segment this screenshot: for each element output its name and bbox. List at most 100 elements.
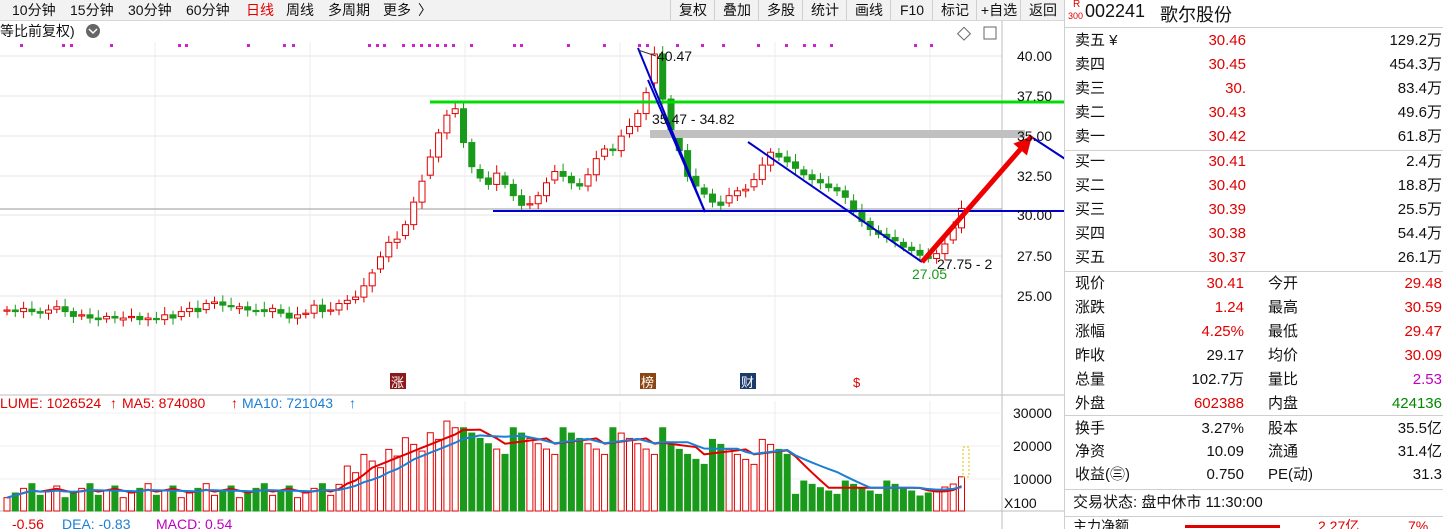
toolbar-button-1[interactable]: 叠加 <box>714 0 759 20</box>
volume-bar <box>136 487 144 512</box>
bid-label-1: 买二 <box>1075 177 1106 194</box>
event-marker-0: 涨 <box>391 375 404 390</box>
volume-bar <box>518 432 526 512</box>
bid-volume-4: 26.1万 <box>1397 249 1442 266</box>
bid-price-3: 30.38 <box>1208 225 1246 242</box>
signal-dot <box>722 44 725 47</box>
signal-dot <box>283 44 286 47</box>
diamond-icon[interactable] <box>956 26 972 41</box>
signal-dot <box>785 44 788 47</box>
volume-bar <box>650 453 658 512</box>
ask-volume-0: 129.2万 <box>1389 32 1442 49</box>
timeframe-5[interactable]: 周线 <box>286 2 314 18</box>
dea-legend: DEA: -0.83 <box>62 516 131 529</box>
toolbar-button-8[interactable]: 返回 <box>1020 0 1065 20</box>
volume-tick-2: 10000 <box>1013 471 1052 487</box>
volume-bar <box>916 495 924 512</box>
candle-body <box>567 175 575 184</box>
fund-value2-2: 31.3 <box>1412 466 1442 483</box>
volume-bar <box>294 497 301 512</box>
toolbar-button-4[interactable]: 画线 <box>846 0 891 20</box>
stat-label2-3: 均价 <box>1268 347 1299 364</box>
toolbar-button-0[interactable]: 复权 <box>670 0 715 20</box>
candle-body <box>617 135 625 152</box>
projection-arrow-1-head <box>1013 136 1032 156</box>
volume-bar <box>327 494 335 512</box>
timeframe-3[interactable]: 60分钟 <box>186 2 230 18</box>
timeframe-6[interactable]: 多周期 <box>328 2 370 18</box>
bid-label-4: 买五 <box>1075 249 1106 266</box>
candle-body <box>343 299 351 305</box>
candle-body <box>169 314 177 319</box>
candle-body <box>227 305 235 308</box>
stat-label2-4: 量比 <box>1268 371 1299 388</box>
volume-bar <box>152 494 160 512</box>
event-marker-2: 财 <box>741 375 754 390</box>
candle-body <box>111 315 119 319</box>
timeframe-7[interactable]: 更多 <box>383 2 411 18</box>
volume-bar <box>584 443 592 512</box>
candle-body <box>825 183 833 189</box>
volume-bar <box>484 443 492 512</box>
candle-body <box>709 193 716 203</box>
panel-toggle-icon[interactable] <box>983 26 997 40</box>
volume-bar <box>908 490 916 512</box>
volume-unit-label: X100 <box>1004 495 1037 511</box>
kline-chart[interactable]: 等比前复权) 40.00 37.50 35.00 32.50 30.00 27.50 25.0… <box>0 21 1064 529</box>
volume-bar <box>609 427 617 512</box>
signal-dot <box>428 44 431 47</box>
more-arrow-icon[interactable]: 〉 <box>418 2 432 18</box>
event-marker-bg-1 <box>640 373 656 389</box>
volume-bar <box>559 427 567 512</box>
candle-body <box>725 195 733 204</box>
toolbar-button-6[interactable]: 标记 <box>932 0 977 20</box>
timeframe-0[interactable]: 10分钟 <box>12 2 56 18</box>
settings-circle-icon[interactable] <box>86 24 100 38</box>
ma10-up-arrow-icon: ↑ <box>349 395 356 411</box>
timeframe-1[interactable]: 15分钟 <box>70 2 114 18</box>
toolbar-button-3[interactable]: 统计 <box>802 0 847 20</box>
toolbar-button-5[interactable]: F10 <box>890 0 933 20</box>
volume-bar <box>111 485 119 512</box>
candle-body <box>659 53 667 100</box>
volume-bar <box>186 492 194 512</box>
candle-body <box>484 177 492 185</box>
candle-body <box>202 303 210 311</box>
candle-body <box>252 309 260 313</box>
candle-body <box>476 169 484 179</box>
toolbar-button-7[interactable]: +自选 <box>976 0 1021 20</box>
projection-arrow-1 <box>920 134 1034 264</box>
stock-code: 002241 <box>1085 1 1146 21</box>
volume-bar <box>28 483 36 512</box>
volume-bar <box>418 450 426 512</box>
bid-label-3: 买四 <box>1075 225 1106 242</box>
candle-body <box>750 179 758 188</box>
stat-label-2: 涨幅 <box>1075 323 1106 340</box>
candle-body <box>518 195 526 206</box>
market-badge: R <box>1073 0 1081 10</box>
candle-body <box>119 317 127 321</box>
candle-body <box>3 309 11 312</box>
volume-bar <box>858 487 866 512</box>
timeframe-2[interactable]: 30分钟 <box>128 2 172 18</box>
signal-dot <box>185 44 188 47</box>
fund-label2-1: 流通 <box>1268 443 1299 460</box>
volume-bar <box>675 448 683 512</box>
main-flow-label: 主力净额 <box>1073 518 1129 529</box>
candle-body <box>128 315 135 319</box>
fund-label2-0: 股本 <box>1268 420 1299 437</box>
volume-bar <box>219 490 227 512</box>
macd-legend: MACD: 0.54 <box>156 516 232 529</box>
volume-bar <box>20 487 28 512</box>
gap-range-label: 35.47 - 34.82 <box>652 111 735 127</box>
volume-bar <box>285 485 293 512</box>
timeframe-4[interactable]: 日线 <box>246 2 274 18</box>
toolbar-button-2[interactable]: 多股 <box>758 0 803 20</box>
stat-value2-3: 30.09 <box>1404 347 1442 364</box>
volume-bar <box>692 458 700 512</box>
candle-body <box>526 203 534 206</box>
candle-body <box>235 306 243 310</box>
price-tick-2: 35.00 <box>1017 128 1052 144</box>
quote-panel: R 300 002241 歌尔股份 卖五 ¥30.46 129.2万 卖四 30.45… <box>1064 0 1443 529</box>
volume-bar <box>61 497 69 512</box>
